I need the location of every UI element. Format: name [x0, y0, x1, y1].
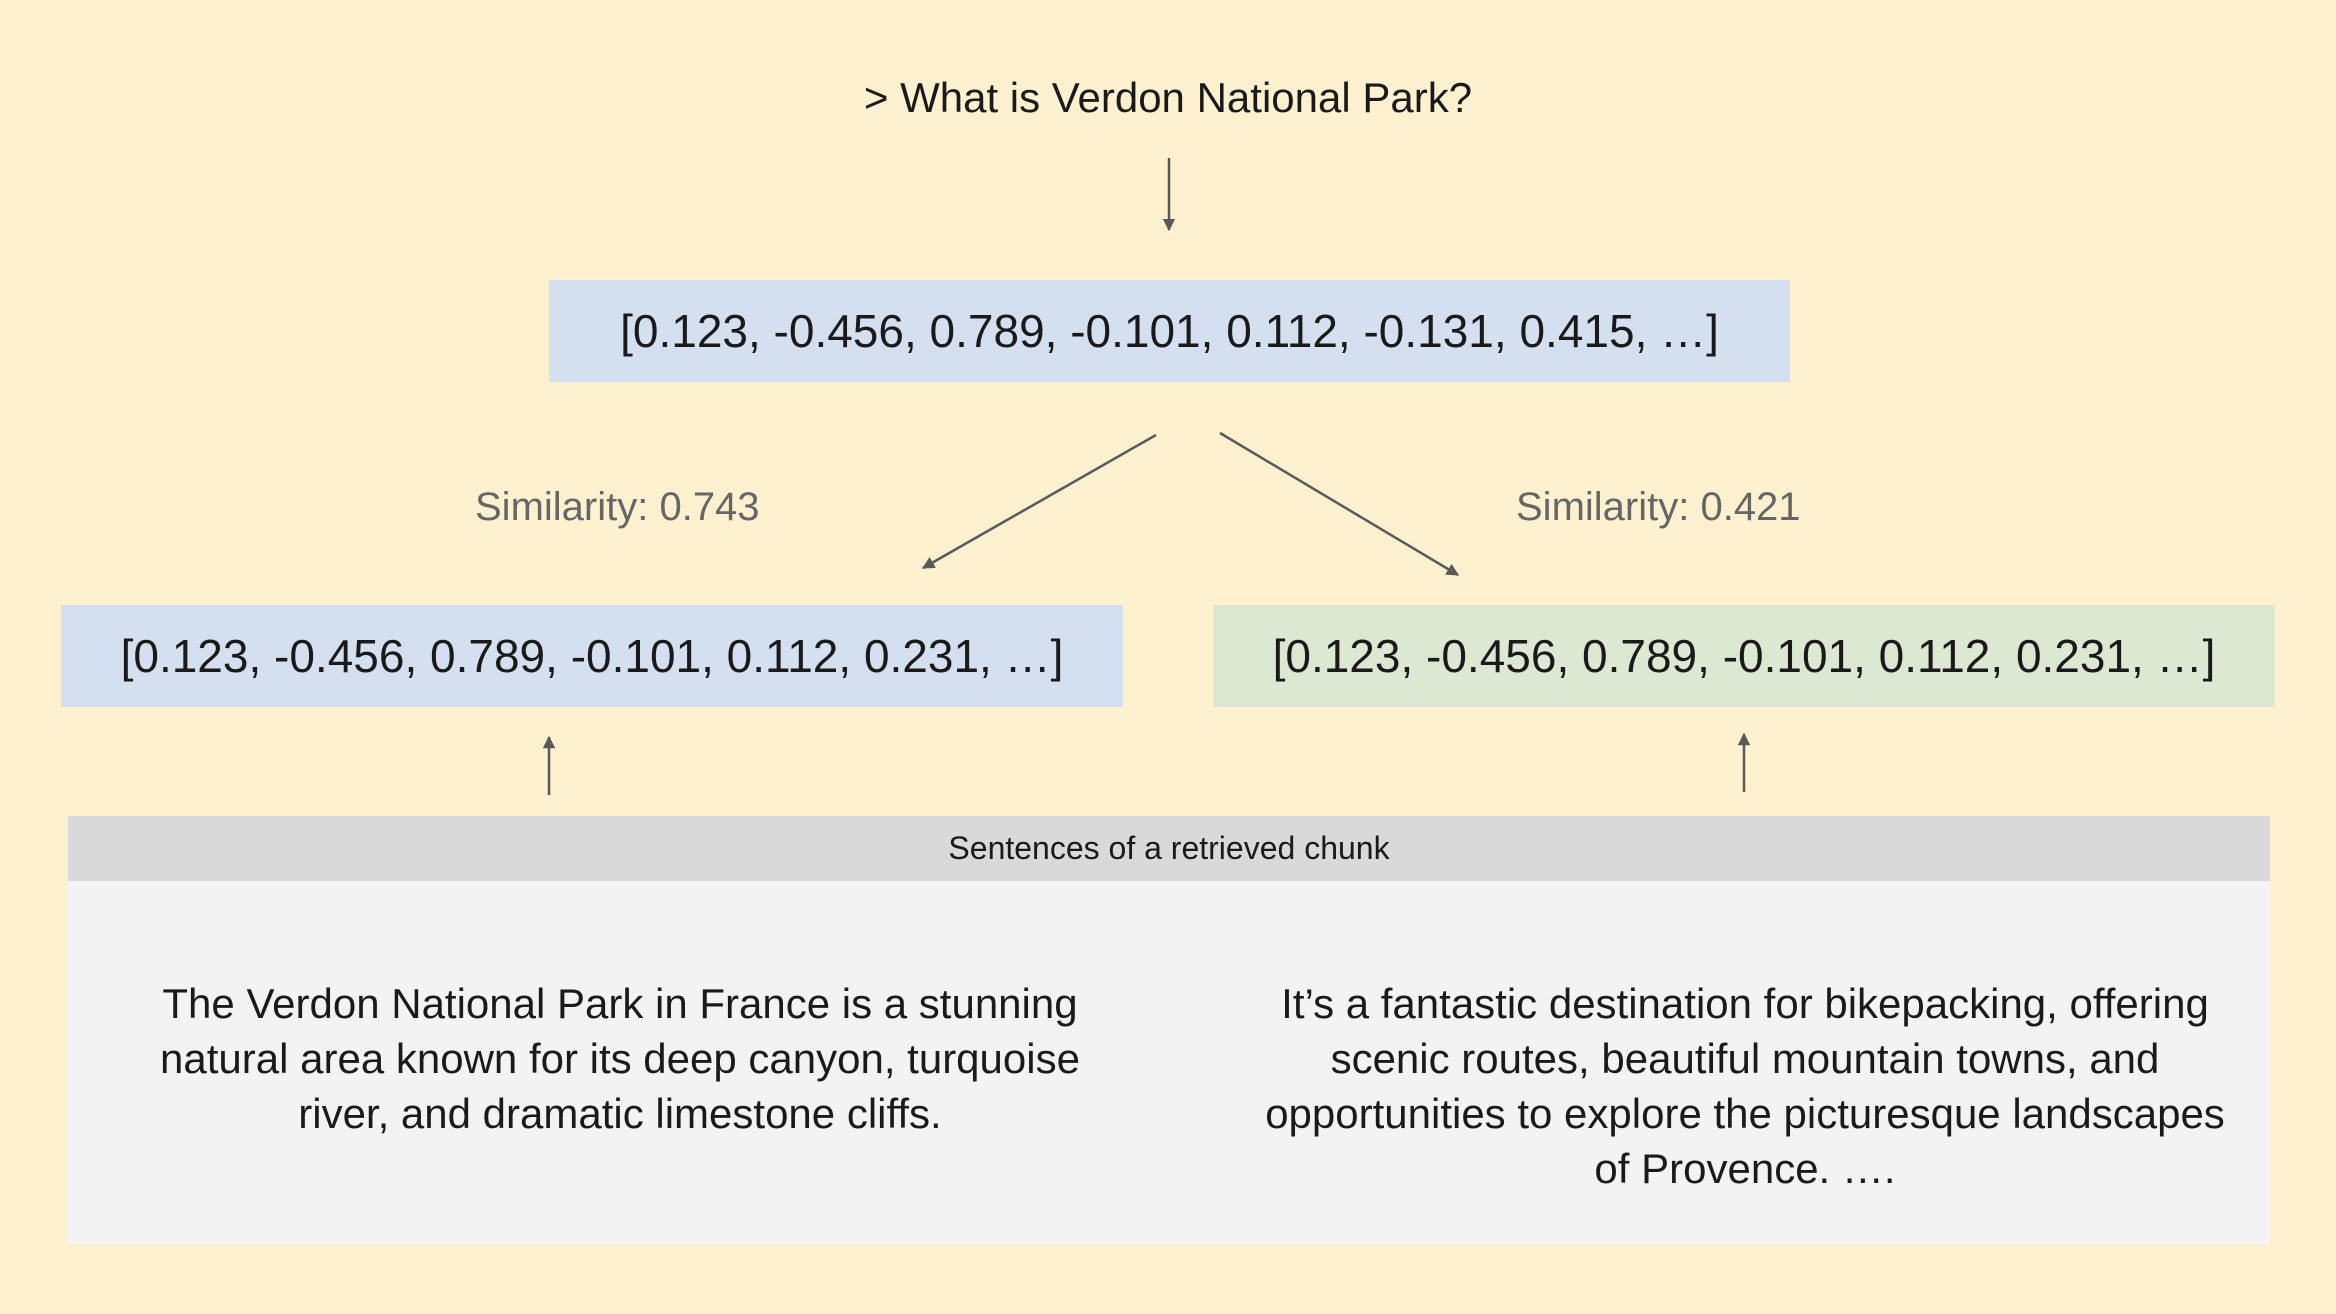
- chunk-header-label: Sentences of a retrieved chunk: [948, 830, 1390, 866]
- similarity-left-label: Similarity: 0.743: [475, 485, 760, 529]
- chunk-header: Sentences of a retrieved chunk: [68, 816, 2270, 881]
- query-embedding-box: [0.123, -0.456, 0.789, -0.101, 0.112, -0…: [549, 280, 1790, 382]
- query-text: > What is Verdon National Park?: [863, 74, 1473, 121]
- chunk-sentence-right: It’s a fantastic destination for bikepac…: [1265, 980, 2225, 1192]
- chunk-panel: [68, 816, 2270, 1244]
- sentence-embedding-left-box: [0.123, -0.456, 0.789, -0.101, 0.112, 0.…: [61, 605, 1123, 707]
- sentence-embedding-right-text: [0.123, -0.456, 0.789, -0.101, 0.112, 0.…: [1272, 630, 2216, 682]
- sentence-embedding-left-text: [0.123, -0.456, 0.789, -0.101, 0.112, 0.…: [120, 630, 1064, 682]
- arrow-embedding-to-right: [1219, 431, 1460, 577]
- sentence-embedding-right-box: [0.123, -0.456, 0.789, -0.101, 0.112, 0.…: [1213, 605, 2275, 707]
- arrow-embedding-to-left: [921, 433, 1157, 570]
- query-embedding-text: [0.123, -0.456, 0.789, -0.101, 0.112, -0…: [620, 305, 1719, 357]
- chunk-sentence-left: The Verdon National Park in France is a …: [160, 980, 1080, 1137]
- similarity-right-label: Similarity: 0.421: [1516, 485, 1801, 529]
